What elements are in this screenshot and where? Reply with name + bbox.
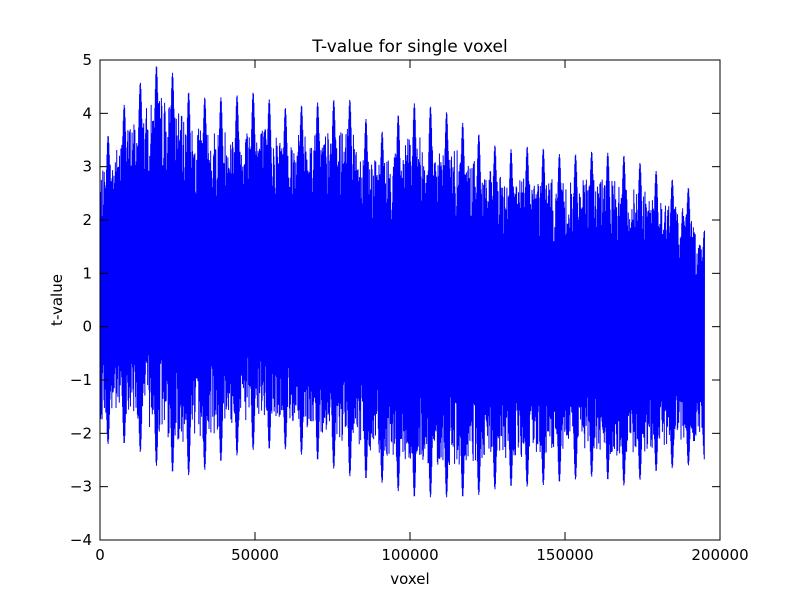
y-tick-label: 5	[82, 51, 92, 69]
y-tick-label: −1	[70, 371, 92, 389]
x-tick-label: 0	[95, 546, 105, 564]
chart-title: T-value for single voxel	[311, 37, 508, 57]
y-tick-label: 1	[82, 264, 92, 282]
y-tick-label: −2	[70, 424, 92, 442]
x-tick-label: 200000	[691, 546, 748, 564]
tick-layer: 0 50000 100000 150000 200000 −4 −3 −2 −1 0 1 2 3 4 5	[70, 51, 749, 564]
x-axis-label: voxel	[390, 570, 429, 588]
series-layer	[99, 66, 705, 498]
x-tick-label: 50000	[231, 546, 279, 564]
x-tick-label: 100000	[381, 546, 438, 564]
y-tick-label: 2	[82, 211, 92, 229]
x-tick-label: 150000	[536, 546, 593, 564]
y-tick-label: 3	[82, 158, 92, 176]
y-tick-label: −3	[70, 478, 92, 496]
series-line	[99, 66, 705, 498]
y-tick-label: −4	[70, 531, 92, 549]
y-tick-label: 4	[82, 104, 92, 122]
axes-frame	[99, 59, 721, 541]
y-axis-label: t-value	[48, 274, 66, 326]
y-tick-label: 0	[82, 318, 92, 336]
